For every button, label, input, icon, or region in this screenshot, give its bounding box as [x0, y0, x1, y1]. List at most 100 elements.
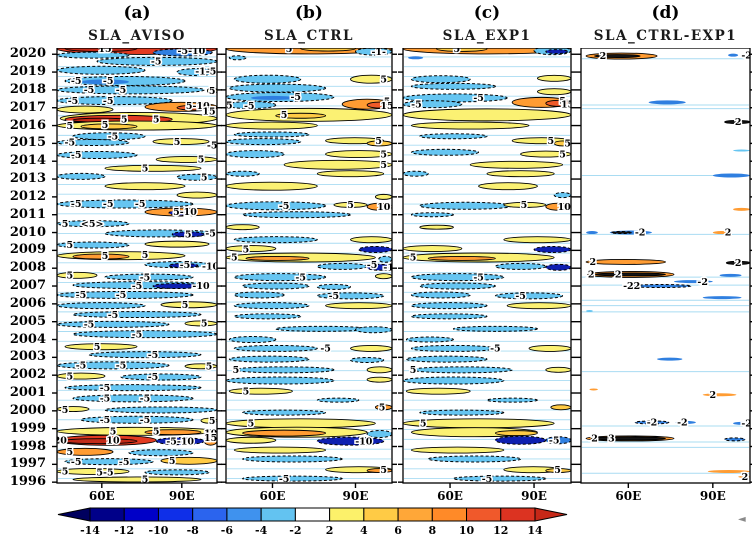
svg-text:-5: -5: [290, 92, 301, 103]
svg-text:<5>: <5>: [81, 219, 104, 230]
colorbar-tick-label: 4: [360, 524, 368, 536]
svg-text:5: 5: [142, 475, 149, 486]
svg-text:5: 5: [548, 136, 555, 147]
panel-d-letter: (d): [651, 3, 680, 23]
svg-text:2: 2: [725, 228, 732, 239]
svg-text:-5: -5: [71, 457, 82, 468]
colorbar-tick-label: 14: [527, 524, 543, 536]
svg-text:-5: -5: [140, 394, 151, 405]
year-tick-label: 2017: [9, 99, 46, 115]
svg-text:2: 2: [615, 270, 622, 281]
svg-text:-5: -5: [140, 415, 151, 426]
svg-text:5: 5: [209, 86, 216, 97]
year-tick-label: 2006: [9, 295, 46, 311]
year-tick-label: 2004: [9, 331, 46, 347]
colorbar-tick-label: -4: [255, 524, 268, 536]
svg-text:-5: -5: [132, 281, 143, 292]
svg-text:5: 5: [206, 361, 213, 372]
svg-text:5: 5: [410, 365, 417, 376]
svg-text:5: 5: [380, 74, 387, 85]
cursor-artifact-icon: ◄: [738, 514, 746, 525]
svg-text:-1-5: -1-5: [195, 66, 216, 77]
lon-tick-label: 90E: [700, 489, 726, 503]
svg-text:5: 5: [559, 149, 566, 160]
svg-text:5: 5: [248, 419, 255, 430]
svg-text:-2: -2: [635, 228, 646, 239]
svg-text:5: 5: [233, 365, 240, 376]
svg-text:2: 2: [742, 472, 749, 483]
svg-text:-5: -5: [279, 474, 290, 485]
svg-text:5: 5: [66, 121, 73, 132]
lon-tick-label: 60E: [89, 489, 115, 503]
panel-c-title: SLA_EXP1: [442, 28, 532, 44]
year-tick-label: 2013: [9, 171, 46, 187]
svg-text:5-10: 5-10: [173, 207, 197, 218]
svg-text:15: 15: [380, 101, 393, 112]
svg-text:5: 5: [243, 245, 250, 256]
svg-text:-5: -5: [116, 85, 127, 96]
year-tick-label: 1998: [9, 438, 46, 454]
svg-text:5: 5: [198, 155, 205, 166]
svg-text:-5: -5: [295, 272, 306, 283]
year-tick-label: 2016: [9, 117, 46, 133]
svg-text:5: 5: [62, 467, 69, 478]
svg-text:-5: -5: [76, 290, 87, 301]
svg-text:-10: -10: [355, 436, 373, 447]
svg-text:5: 5: [559, 96, 566, 107]
lon-tick-label: 90E: [521, 489, 547, 503]
svg-text:-5: -5: [205, 229, 216, 240]
svg-text:5: 5: [286, 48, 293, 55]
svg-text:5: 5: [201, 319, 208, 330]
svg-text:-5: -5: [71, 76, 82, 87]
svg-text:-5: -5: [108, 131, 119, 142]
svg-text:2: 2: [590, 257, 597, 268]
svg-text:-1: -1: [383, 263, 394, 274]
colorbar-tick-label: -2: [289, 524, 301, 536]
svg-text:5: 5: [564, 139, 571, 150]
colorbar-tick-label: -10: [149, 524, 169, 536]
svg-text:5: 5: [231, 253, 238, 264]
svg-text:10: 10: [377, 202, 391, 213]
svg-text:-5: -5: [140, 272, 151, 283]
svg-text:2: 2: [591, 434, 598, 445]
svg-text:-2: -2: [741, 419, 752, 430]
svg-text:-5: -5: [482, 474, 493, 485]
lon-tick-label: 60E: [260, 489, 286, 503]
svg-text:10: 10: [558, 202, 572, 213]
svg-text:5: 5: [66, 447, 73, 458]
svg-text:-5: -5: [68, 96, 79, 107]
svg-text:-5: -5: [320, 344, 331, 355]
year-tick-label: 2011: [9, 206, 46, 222]
year-tick-label: 2018: [9, 81, 46, 97]
svg-text:5: 5: [380, 465, 387, 476]
colorbar-tick-label: 8: [428, 524, 436, 536]
svg-text:2: 2: [710, 390, 717, 401]
svg-text:-5: -5: [180, 260, 191, 271]
lon-tick-label: 60E: [615, 489, 641, 503]
year-tick-label: 2015: [9, 135, 46, 151]
panel-c-letter: (c): [473, 3, 501, 23]
year-tick-label: 2012: [9, 188, 46, 204]
svg-text:-5: -5: [549, 435, 560, 446]
svg-text:5: 5: [226, 100, 233, 111]
year-tick-label: 2007: [9, 278, 46, 294]
colorbar-tick-label: 12: [493, 524, 508, 536]
svg-text:-5: -5: [148, 350, 159, 361]
svg-text:10: 10: [204, 428, 218, 439]
panel-b-letter: (b): [295, 3, 323, 23]
svg-text:5: 5: [169, 456, 176, 467]
svg-text:3: 3: [608, 434, 615, 445]
year-tick-label: 2001: [9, 385, 46, 400]
colorbar-tick-label: -6: [221, 524, 234, 536]
year-tick-label: 2000: [9, 402, 46, 418]
svg-text:5-5: 5-5: [96, 468, 113, 479]
svg-text:5: 5: [554, 465, 561, 476]
svg-text:5: 5: [384, 97, 391, 108]
svg-text:5: 5: [521, 200, 528, 211]
svg-text:5: 5: [174, 137, 181, 148]
svg-text:-5: -5: [100, 394, 111, 405]
svg-text:-10: -10: [192, 281, 210, 292]
